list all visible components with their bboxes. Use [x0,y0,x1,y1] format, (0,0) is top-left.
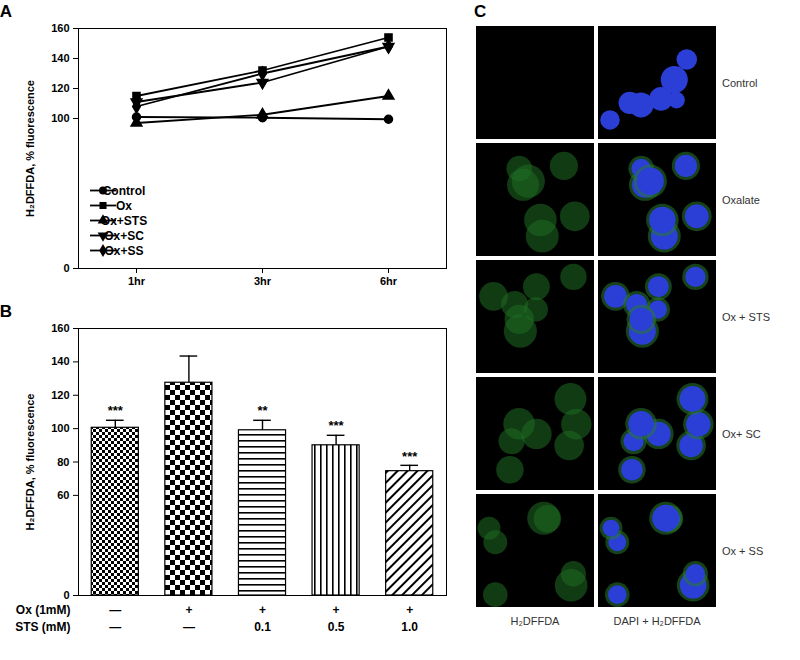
svg-text:H₂DFFDA, % fluorescence: H₂DFFDA, % fluorescence [24,394,36,531]
svg-text:Oxalate: Oxalate [722,194,760,206]
svg-text:+: + [259,603,266,617]
svg-text:***: *** [329,418,345,433]
svg-text:3hr: 3hr [254,275,272,287]
svg-text:120: 120 [51,82,69,94]
svg-text:120: 120 [51,389,69,401]
svg-text:0.5: 0.5 [328,620,345,634]
svg-text:0.1: 0.1 [254,620,271,634]
svg-text:140: 140 [51,52,69,64]
svg-text:Control: Control [103,184,146,198]
svg-text:160: 160 [51,22,69,34]
svg-text:0: 0 [63,262,69,274]
svg-text:+: + [406,603,413,617]
svg-text:***: *** [402,448,418,463]
svg-text:Ox+SC: Ox+SC [104,229,144,243]
svg-text:160: 160 [51,322,69,334]
svg-text:STS (mM): STS (mM) [15,620,70,634]
svg-text:140: 140 [51,355,69,367]
svg-text:+: + [333,603,340,617]
svg-text:Ox + STS: Ox + STS [722,311,770,323]
svg-text:**: ** [257,403,268,418]
svg-text:Control: Control [722,77,757,89]
svg-text:Ox: Ox [116,199,132,213]
svg-text:B: B [0,302,12,321]
svg-text:H₂DFFDA, % fluorescence: H₂DFFDA, % fluorescence [24,80,36,217]
svg-text:60: 60 [57,489,69,501]
svg-text:0: 0 [63,589,69,601]
svg-text:1hr: 1hr [128,275,146,287]
svg-text:***: *** [108,403,124,418]
svg-text:Ox+SS: Ox+SS [104,244,143,258]
svg-text:1.0: 1.0 [401,620,418,634]
svg-text:Ox + SS: Ox + SS [722,545,763,557]
svg-text:Ox+ SC: Ox+ SC [722,428,761,440]
svg-text:—: — [109,603,121,617]
svg-text:—: — [183,620,195,634]
svg-text:H₂DFFDA: H₂DFFDA [511,615,561,627]
svg-text:6hr: 6hr [380,275,398,287]
svg-text:Ox (1mM): Ox (1mM) [16,603,71,617]
svg-text:DAPI + H₂DFFDA: DAPI + H₂DFFDA [613,615,701,627]
svg-text:—: — [109,620,121,634]
svg-text:100: 100 [51,112,69,124]
svg-text:+: + [185,603,192,617]
svg-text:100: 100 [51,422,69,434]
svg-text:C: C [474,2,486,21]
svg-text:Ox+STS: Ox+STS [101,214,147,228]
svg-text:80: 80 [57,456,69,468]
svg-text:A: A [0,2,12,21]
